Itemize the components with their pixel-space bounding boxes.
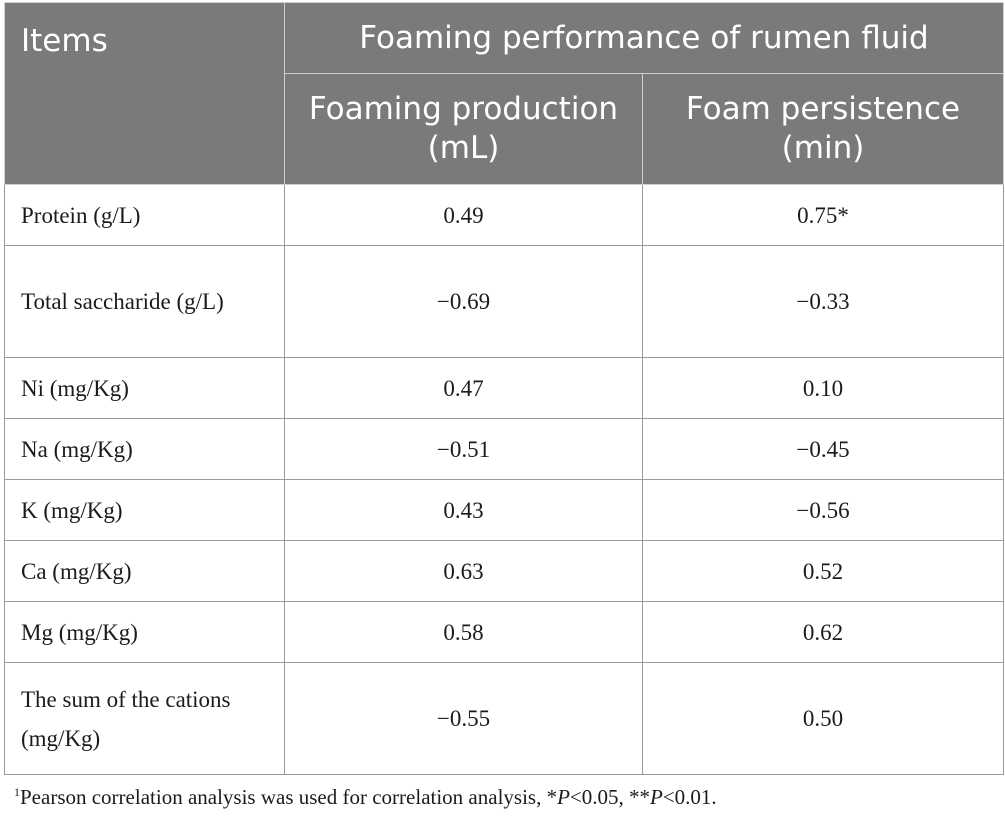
- foam-persistence-value: 0.10: [642, 357, 1004, 419]
- table-row: Protein (g/L) 0.49 0.75*: [4, 184, 1004, 246]
- foaming-production-value: 0.63: [284, 540, 643, 602]
- footnote-threshold: <0.05, **: [569, 785, 651, 809]
- header-items: Items: [4, 2, 285, 185]
- correlation-table: Items Foaming performance of rumen fluid…: [4, 2, 1004, 775]
- foaming-production-value: −0.51: [284, 418, 643, 480]
- foaming-production-value: 0.43: [284, 479, 643, 541]
- foaming-production-value: −0.55: [284, 662, 643, 775]
- foam-persistence-value: −0.56: [642, 479, 1004, 541]
- row-label: Ca (mg/Kg): [4, 540, 285, 602]
- table-row: Ni (mg/Kg) 0.47 0.10: [4, 357, 1004, 419]
- foam-persistence-value: 0.62: [642, 601, 1004, 663]
- foam-persistence-value: 0.75*: [642, 184, 1004, 246]
- p-symbol: P: [557, 785, 570, 809]
- header-foaming-production: Foaming production (mL): [284, 73, 643, 185]
- footnote-marker: 1: [14, 785, 20, 799]
- row-label: Ni (mg/Kg): [4, 357, 285, 419]
- row-label: Protein (g/L): [4, 184, 285, 246]
- table-row: Mg (mg/Kg) 0.58 0.62: [4, 601, 1004, 663]
- p-symbol: P: [650, 785, 663, 809]
- row-label: Na (mg/Kg): [4, 418, 285, 480]
- table-row: The sum of the cations (mg/Kg) −0.55 0.5…: [4, 662, 1004, 775]
- row-label: Total saccharide (g/L): [4, 245, 285, 358]
- foaming-production-value: 0.49: [284, 184, 643, 246]
- foaming-production-value: −0.69: [284, 245, 643, 358]
- table-footnote: 1Pearson correlation analysis was used f…: [14, 785, 717, 810]
- table-row: Na (mg/Kg) −0.51 −0.45: [4, 418, 1004, 480]
- foaming-production-value: 0.47: [284, 357, 643, 419]
- foam-persistence-value: −0.33: [642, 245, 1004, 358]
- foam-persistence-value: −0.45: [642, 418, 1004, 480]
- row-label: Mg (mg/Kg): [4, 601, 285, 663]
- foaming-production-value: 0.58: [284, 601, 643, 663]
- footnote-text: Pearson correlation analysis was used fo…: [20, 785, 558, 809]
- footnote-threshold: <0.01.: [662, 785, 717, 809]
- foam-persistence-value: 0.52: [642, 540, 1004, 602]
- header-foaming-performance: Foaming performance of rumen fluid: [284, 2, 1004, 74]
- foam-persistence-value: 0.50: [642, 662, 1004, 775]
- header-foam-persistence: Foam persistence (min): [642, 73, 1004, 185]
- table-row: K (mg/Kg) 0.43 −0.56: [4, 479, 1004, 541]
- table-row: Total saccharide (g/L) −0.69 −0.33: [4, 245, 1004, 358]
- table-row: Ca (mg/Kg) 0.63 0.52: [4, 540, 1004, 602]
- row-label: K (mg/Kg): [4, 479, 285, 541]
- row-label: The sum of the cations (mg/Kg): [4, 662, 285, 775]
